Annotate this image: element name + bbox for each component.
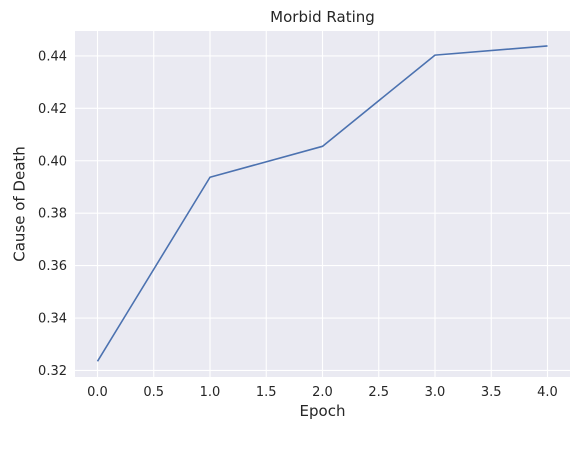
x-tick-label: 0.5 — [143, 385, 164, 400]
x-tick-label: 2.0 — [312, 385, 333, 400]
grid-lines — [75, 31, 570, 377]
y-tick-label: 0.40 — [38, 154, 67, 169]
series-group — [96, 45, 548, 362]
chart-title: Morbid Rating — [270, 8, 375, 26]
y-tick-label: 0.44 — [38, 49, 67, 64]
y-tick-label: 0.42 — [38, 102, 67, 117]
x-tick-label: 3.0 — [425, 385, 446, 400]
x-tick-label: 1.5 — [256, 385, 277, 400]
x-tick-label: 2.5 — [368, 385, 389, 400]
x-tick-label: 4.0 — [537, 385, 558, 400]
y-tick-label: 0.34 — [38, 312, 67, 327]
x-axis-ticks: 0.0 0.5 1.0 1.5 2.0 2.5 3.0 3.5 4.0 — [87, 385, 558, 400]
y-axis-ticks: 0.32 0.34 0.36 0.38 0.40 0.42 0.44 — [38, 49, 67, 379]
y-tick-label: 0.36 — [38, 259, 67, 274]
x-tick-label: 3.5 — [481, 385, 502, 400]
y-tick-label: 0.38 — [38, 207, 67, 222]
y-axis-label: Cause of Death — [11, 146, 29, 262]
y-tick-label: 0.32 — [38, 364, 67, 379]
x-tick-label: 1.0 — [200, 385, 221, 400]
x-tick-label: 0.0 — [87, 385, 108, 400]
x-axis-label: Epoch — [300, 402, 346, 420]
